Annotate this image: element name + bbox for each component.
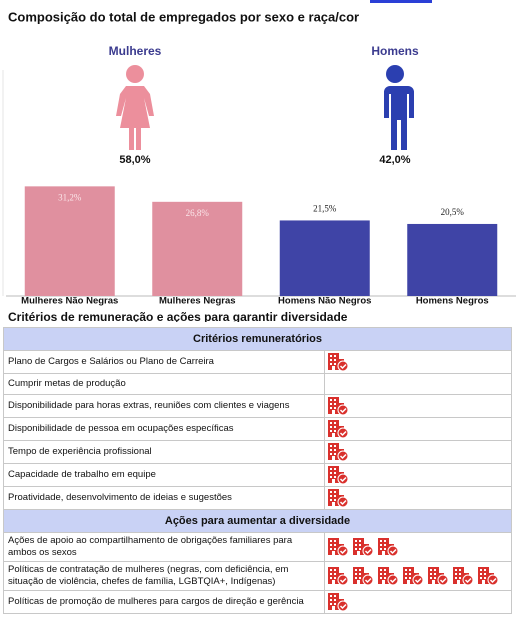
icon-cell — [324, 417, 512, 441]
company-icon — [427, 566, 449, 586]
criteria-row: Tempo de experiência profissional — [3, 440, 512, 464]
criteria-label: Disponibilidade para horas extras, reuni… — [3, 394, 325, 418]
criteria-row: Disponibilidade de pessoa em ocupações e… — [3, 417, 512, 441]
company-icon — [327, 396, 349, 416]
x-tick-label: Mulheres Não Negras — [21, 296, 118, 307]
company-icon — [327, 419, 349, 439]
criteria-row: Políticas de contratação de mulheres (ne… — [3, 561, 512, 591]
company-icon — [477, 566, 499, 586]
section-title: Critérios de remuneração e ações para ga… — [8, 310, 348, 322]
icon-cell — [324, 350, 512, 374]
value-label: 21,5% — [313, 204, 337, 214]
criteria-table: Critérios remuneratórios Plano de Cargos … — [3, 327, 512, 614]
company-icon — [327, 592, 349, 612]
criteria-row: Proatividade, desenvolvimento de ideias … — [3, 486, 512, 510]
criteria-label: Ações de apoio ao compartilhamento de ob… — [3, 532, 325, 562]
icon-cell — [324, 486, 512, 510]
company-icon — [377, 537, 399, 557]
icon-cell — [324, 532, 512, 562]
criteria-row: Cumprir metas de produção — [3, 373, 512, 395]
x-tick-label: Mulheres Negras — [159, 296, 236, 307]
icon-cell — [324, 463, 512, 487]
criteria-row: Políticas de promoção de mulheres para c… — [3, 590, 512, 614]
value-label: 20,5% — [441, 207, 465, 217]
criteria-label: Políticas de promoção de mulheres para c… — [3, 590, 325, 614]
criteria-label: Plano de Cargos e Salários ou Plano de C… — [3, 350, 325, 374]
criteria-label: Capacidade de trabalho em equipe — [3, 463, 325, 487]
company-icon — [327, 566, 349, 586]
section-header: Critérios remuneratórios — [3, 327, 512, 351]
icon-cell — [324, 440, 512, 464]
criteria-label: Disponibilidade de pessoa em ocupações e… — [3, 417, 325, 441]
icon-cell — [324, 561, 512, 591]
criteria-label: Políticas de contratação de mulheres (ne… — [3, 561, 325, 591]
criteria-row: Ações de apoio ao compartilhamento de ob… — [3, 532, 512, 562]
company-icon — [327, 352, 349, 372]
criteria-label: Tempo de experiência profissional — [3, 440, 325, 464]
gender-share: 42,0% — [379, 154, 410, 166]
bar — [279, 220, 370, 296]
company-icon — [327, 537, 349, 557]
female-icon — [116, 65, 154, 150]
value-label: 31,2% — [58, 192, 82, 202]
company-icon — [352, 566, 374, 586]
chart: Composição do total de empregados por se… — [2, 0, 516, 322]
section-header-row: Ações para aumentar a diversidade — [3, 509, 512, 533]
x-tick-label: Homens Negros — [416, 296, 489, 307]
icon-cell — [324, 590, 512, 614]
icon-cell — [324, 394, 512, 418]
criteria-row: Disponibilidade para horas extras, reuni… — [3, 394, 512, 418]
criteria-label: Proatividade, desenvolvimento de ideias … — [3, 486, 325, 510]
value-label: 26,8% — [186, 208, 210, 218]
bar — [152, 201, 243, 296]
company-icon — [327, 442, 349, 462]
company-icon — [377, 566, 399, 586]
company-icon — [352, 537, 374, 557]
icon-cell — [324, 373, 512, 395]
top-link-bar — [370, 0, 432, 3]
x-tick-label: Homens Não Negros — [278, 296, 371, 307]
company-icon — [452, 566, 474, 586]
chart-title: Composição do total de empregados por se… — [8, 9, 359, 24]
section-header: Ações para aumentar a diversidade — [3, 509, 512, 533]
company-icon — [402, 566, 424, 586]
company-icon — [327, 465, 349, 485]
gender-label: Mulheres — [109, 44, 162, 58]
section-header-row: Critérios remuneratórios — [3, 327, 512, 351]
criteria-row: Capacidade de trabalho em equipe — [3, 463, 512, 487]
gender-share: 58,0% — [119, 154, 150, 166]
criteria-label: Cumprir metas de produção — [3, 373, 325, 395]
bar — [407, 223, 498, 296]
criteria-row: Plano de Cargos e Salários ou Plano de C… — [3, 350, 512, 374]
gender-label: Homens — [371, 44, 419, 58]
bar — [24, 186, 115, 296]
company-icon — [327, 488, 349, 508]
male-icon — [382, 65, 414, 150]
